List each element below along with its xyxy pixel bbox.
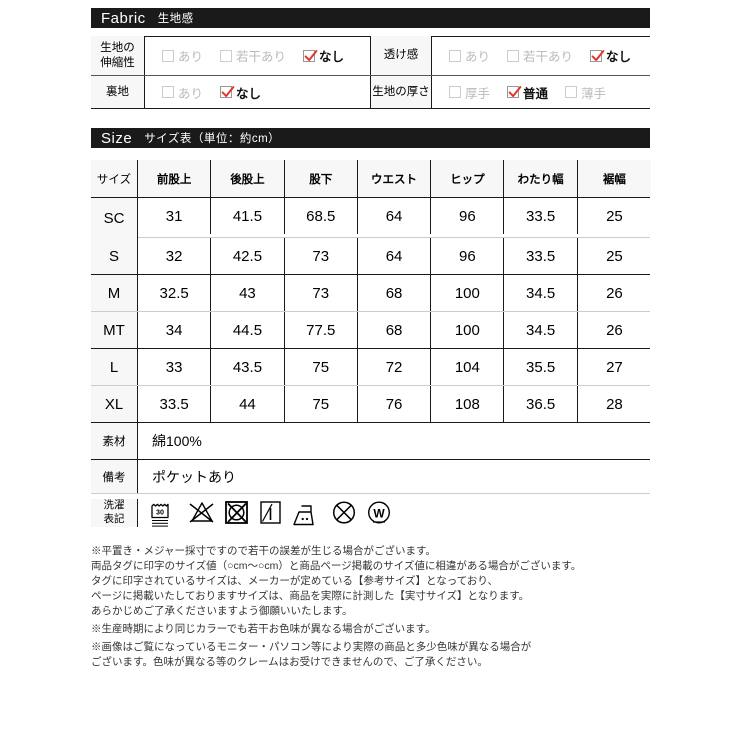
svg-text:W: W [373, 506, 385, 520]
svg-text:30: 30 [156, 507, 164, 516]
